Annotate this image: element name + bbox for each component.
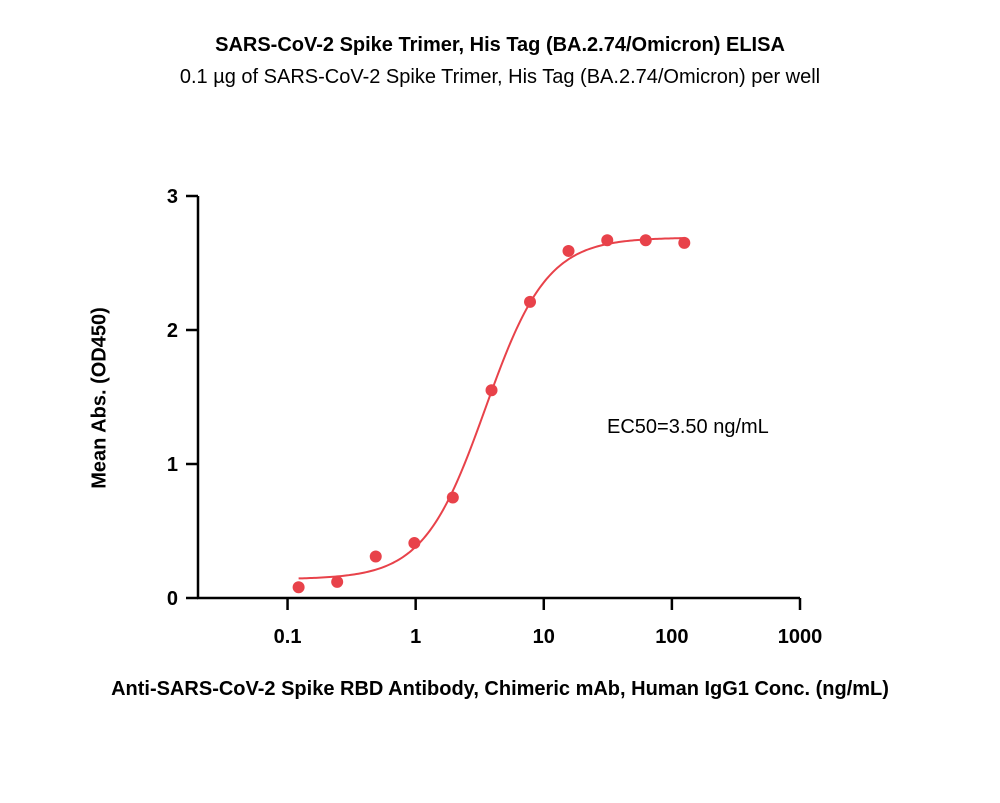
data-points-group: [292, 234, 691, 594]
data-point: [485, 384, 498, 397]
data-point: [331, 575, 344, 588]
data-point: [601, 234, 614, 247]
data-point: [524, 295, 537, 308]
fit-curve-group: [298, 237, 685, 580]
x-axis-label: Anti-SARS-CoV-2 Spike RBD Antibody, Chim…: [111, 678, 889, 700]
ec50-annotation: EC50=3.50 ng/mL: [607, 416, 769, 438]
x-tick-label: 10: [533, 626, 555, 648]
axes-group: 0 1 2 3 0.1 1 10 100 1000: [167, 186, 822, 648]
x-tick-label: 100: [655, 626, 688, 648]
data-point: [408, 537, 421, 550]
y-axis-label: Mean Abs. (OD450): [88, 307, 111, 489]
data-point: [446, 491, 459, 504]
data-point: [678, 236, 691, 249]
fit-curve: [298, 237, 685, 580]
y-tick-label: 0: [167, 588, 178, 610]
chart-subtitle: 0.1 µg of SARS-CoV-2 Spike Trimer, His T…: [179, 66, 821, 88]
data-point: [292, 581, 305, 594]
y-tick-label: 3: [167, 186, 178, 208]
data-point: [639, 234, 652, 247]
x-tick-label: 1000: [778, 626, 823, 648]
x-tick-label: 0.1: [274, 626, 302, 648]
data-point: [369, 550, 382, 563]
y-tick-label: 1: [167, 454, 178, 476]
x-tick-label: 1: [410, 626, 421, 648]
chart-title: SARS-CoV-2 Spike Trimer, His Tag (BA.2.7…: [215, 34, 785, 56]
y-tick-label: 2: [167, 320, 178, 342]
data-point: [562, 244, 575, 257]
